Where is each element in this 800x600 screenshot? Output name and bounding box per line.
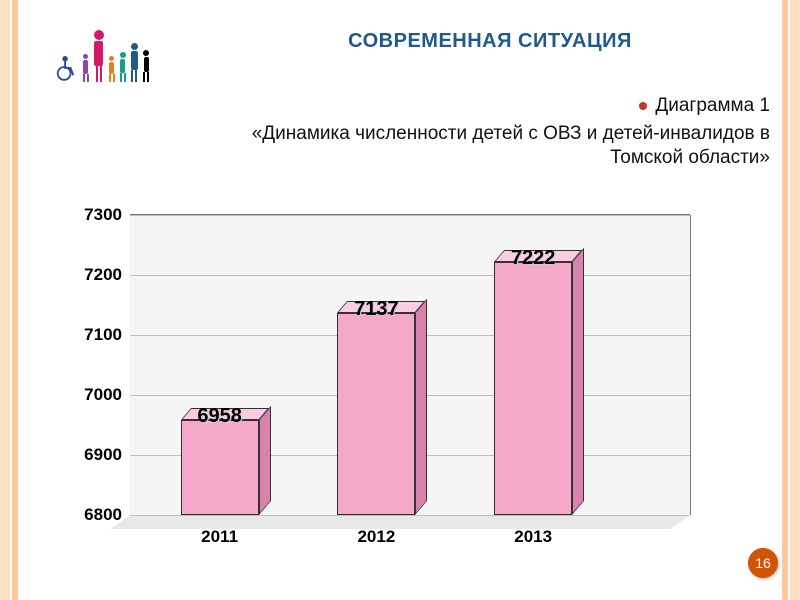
bar-chart: 680069007000710072007300 695871377222 20… [60,215,700,555]
y-tick-label: 7100 [84,325,122,345]
decorative-stripe [0,0,10,600]
chart-number-label: Диаграмма 1 [655,95,770,116]
x-axis: 2011 2012 2013 [130,527,690,557]
person-icon [109,56,115,82]
person-icon [83,54,89,82]
bar: 7137 [337,313,415,515]
y-tick-label: 6800 [84,505,122,525]
bar-value-label: 6958 [197,405,242,428]
person-icon [94,30,104,83]
y-tick-label: 6900 [84,445,122,465]
bar-value-label: 7222 [511,247,556,270]
y-tick-label: 7200 [84,265,122,285]
y-tick-label: 7000 [84,385,122,405]
x-tick-label: 2013 [514,527,552,547]
person-icon [120,52,126,82]
y-axis: 680069007000710072007300 [60,215,130,515]
person-icon [131,43,138,82]
grid-line [130,515,690,516]
chart-number-row: Диаграмма 1 [220,95,770,117]
page-number: 16 [755,555,771,571]
x-tick-label: 2012 [357,527,395,547]
page-number-badge: 16 [748,548,778,578]
y-tick-label: 7300 [84,205,122,225]
bar-value-label: 7137 [354,298,399,321]
wheelchair-icon [55,52,77,82]
decorative-stripe [790,0,800,600]
grid-line [130,215,690,216]
decorative-stripe [782,0,788,600]
logo-family [12,12,192,82]
page-title: СОВРЕМЕННАЯ СИТУАЦИЯ [220,30,760,53]
x-tick-label: 2011 [201,527,238,547]
bar: 6958 [181,420,259,515]
decorative-stripe [12,0,18,600]
bar: 7222 [494,262,572,515]
person-icon [143,50,149,82]
plot-area: 6958 7137 7222 [130,215,690,515]
grid-line [130,275,690,276]
bullet-icon [639,102,647,110]
chart-subtitle: «Динамика численности детей с ОВЗ и дете… [180,122,770,170]
